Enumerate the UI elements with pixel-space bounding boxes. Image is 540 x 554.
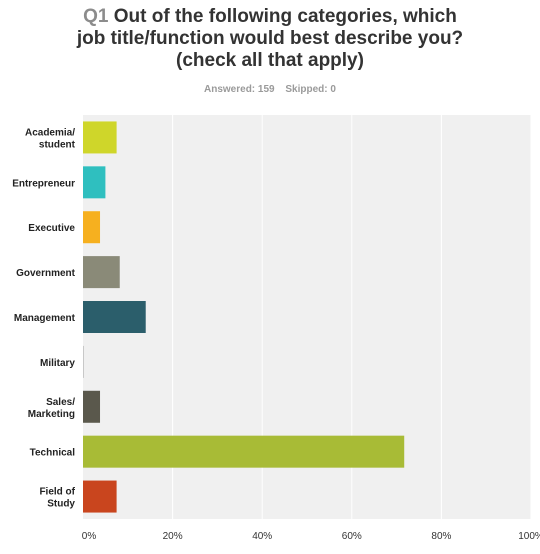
response-stats: Answered: 159 Skipped: 0 xyxy=(0,84,540,95)
x-tick-label: 20% xyxy=(163,531,183,542)
category-label: Sales/ xyxy=(46,397,75,408)
category-label: student xyxy=(39,139,76,150)
category-label: Marketing xyxy=(28,409,75,420)
answered-count: Answered: 159 xyxy=(204,84,275,95)
x-tick-label: 80% xyxy=(431,531,451,542)
skipped-count: Skipped: 0 xyxy=(285,84,336,95)
category-label: Military xyxy=(40,358,75,369)
bar xyxy=(83,480,117,513)
category-label: Executive xyxy=(28,223,75,234)
category-label: Government xyxy=(16,268,76,279)
question-number: Q1 xyxy=(83,6,109,27)
bar xyxy=(83,166,106,199)
category-label: Entrepreneur xyxy=(12,178,75,189)
bar xyxy=(83,121,117,154)
bar xyxy=(83,390,101,423)
category-label: Study xyxy=(47,499,75,510)
bar xyxy=(83,256,120,289)
title-line-3: (check all that apply) xyxy=(176,50,364,71)
x-tick-label: 40% xyxy=(252,531,272,542)
chart-title: Q1 Out of the following categories, whic… xyxy=(0,6,540,72)
category-label: Field of xyxy=(39,487,75,498)
bar xyxy=(83,435,405,468)
bar xyxy=(83,301,146,333)
x-tick-label: 60% xyxy=(342,531,362,542)
x-tick-label: 0% xyxy=(82,531,97,542)
bar xyxy=(83,345,84,378)
category-label: Management xyxy=(14,313,76,324)
title-line-2: job title/function would best describe y… xyxy=(76,28,464,49)
question-text-1: Out of the following categories, which xyxy=(113,6,457,27)
bar xyxy=(83,211,101,244)
category-label: Technical xyxy=(30,448,76,459)
title-line-1: Q1 Out of the following categories, whic… xyxy=(0,6,540,28)
category-label: Academia/ xyxy=(25,127,75,138)
x-tick-label: 100% xyxy=(518,531,540,542)
